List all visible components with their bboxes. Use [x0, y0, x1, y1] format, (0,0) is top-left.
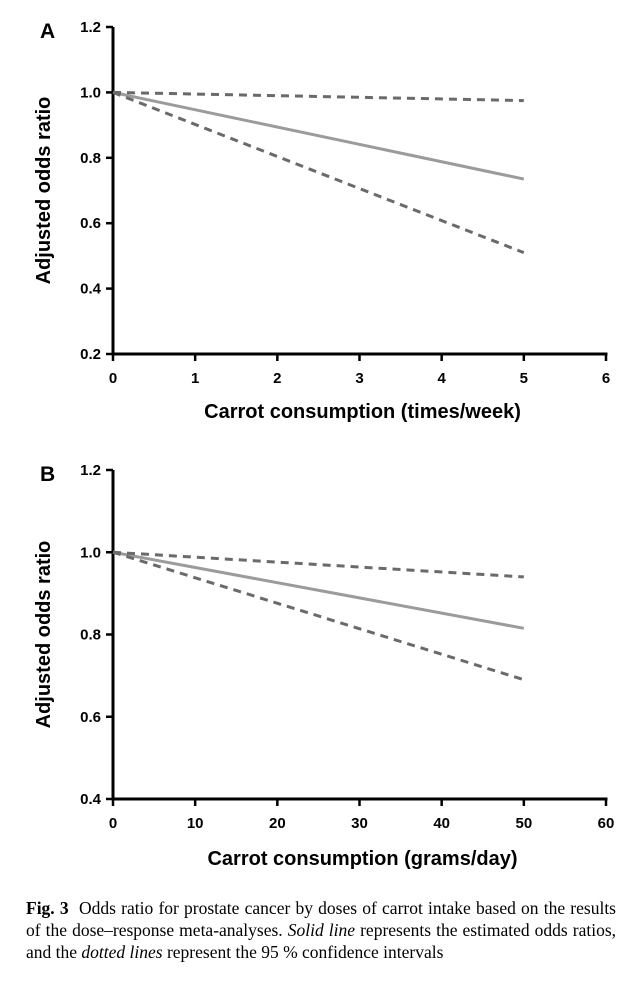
chart-a-x-tick-label: 4: [437, 370, 446, 387]
chart-b-y-tick-label: 0.6: [80, 709, 101, 726]
chart-a-y-tick-label: 0.2: [80, 346, 101, 363]
caption-label: Fig. 3: [26, 898, 69, 918]
chart-a-y-axis-title: Adjusted odds ratio: [33, 97, 55, 285]
chart-a-confidence-line-2: [112, 91, 525, 255]
chart-b-x-tick-label: 20: [269, 815, 286, 832]
chart-a-y-tick-label: 0.8: [80, 150, 101, 167]
chart-a-x-tick-label: 0: [109, 370, 117, 387]
figure-charts: A 0.2 0.4 0.6 0.8 1.0 1.2 0 1 2 3 4 5 6 Adjusted odds …: [33, 19, 615, 870]
chart-a-y-tick-label: 0.6: [80, 215, 101, 232]
chart-b-y-tick-label: 0.4: [80, 791, 102, 808]
chart-b-confidence-line-1: [112, 550, 524, 579]
chart-b-estimate-line: [112, 550, 525, 630]
chart-b-y-tick-label: 1.2: [80, 462, 101, 479]
chart-a-x-tick-label: 3: [355, 370, 363, 387]
chart-a-y-tick-label: 1.0: [80, 84, 101, 101]
caption-text-1: Odds ratio for prostate cancer by doses …: [26, 898, 616, 940]
caption-dotted-term: dotted lines: [81, 942, 163, 962]
chart-b-panel-label: B: [40, 463, 55, 486]
chart-a-x-tick-label: 6: [602, 370, 610, 387]
chart-b-confidence-line-2: [112, 550, 525, 682]
chart-a-x-axis-title: Carrot consumption (times/week): [204, 401, 521, 423]
chart-b-x-tick-label: 0: [109, 815, 117, 832]
chart-b-x-tick-label: 10: [187, 815, 204, 832]
caption-text-2: represents the estimated odds ratios, an…: [26, 920, 617, 962]
chart-b-x-tick-label: 50: [515, 815, 532, 832]
chart-b-x-tick-label: 60: [598, 815, 615, 832]
chart-a-y-tick-label: 1.2: [80, 19, 101, 36]
chart-b-x-tick-label: 40: [433, 815, 450, 832]
caption-text-3: represent the 95 % confidence intervals: [166, 942, 444, 962]
chart-b-y-tick-label: 1.0: [80, 544, 101, 561]
chart-a-x-tick-label: 5: [520, 370, 528, 387]
chart-b-y-tick-label: 0.8: [80, 627, 101, 644]
chart-b-x-axis-title: Carrot consumption (grams/day): [207, 848, 517, 870]
chart-a-y-tick-label: 0.4: [80, 281, 102, 298]
chart-b-x-tick-label: 30: [351, 815, 368, 832]
figure-caption: Fig. 3 Odds ratio for prostate cancer by…: [26, 897, 616, 963]
caption-solid-term: Solid line: [287, 920, 356, 940]
chart-a-panel-label: A: [40, 20, 55, 43]
chart-b-y-axis-title: Adjusted odds ratio: [33, 541, 55, 729]
chart-a-confidence-line-1: [112, 90, 524, 103]
chart-a-estimate-line: [112, 90, 525, 181]
chart-a-x-tick-label: 1: [191, 370, 199, 387]
chart-a-x-tick-label: 2: [273, 370, 281, 387]
